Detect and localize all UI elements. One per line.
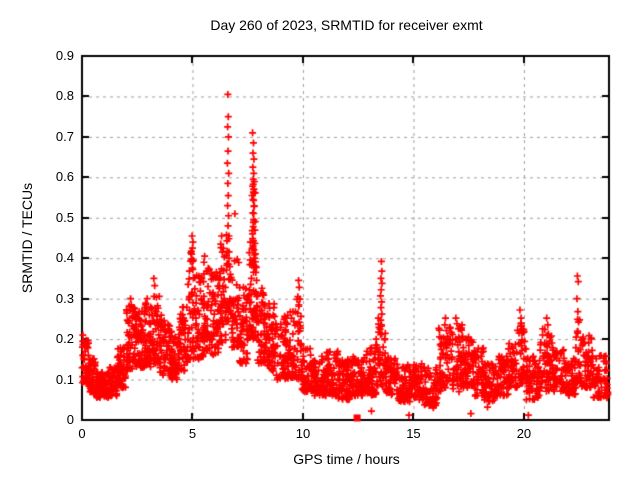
y-tick-label: 0.4 xyxy=(55,250,74,266)
y-tick-label: 0.8 xyxy=(55,88,74,104)
x-axis-label: GPS time / hours xyxy=(293,451,400,467)
y-tick-label: 0.7 xyxy=(55,128,74,144)
x-tick-label: 10 xyxy=(295,426,311,441)
x-tick-label: 15 xyxy=(406,426,421,441)
y-tick-label: 0.5 xyxy=(55,209,74,225)
y-tick-label: 0 xyxy=(66,412,74,427)
y-tick-label: 0.6 xyxy=(55,169,74,185)
y-tick-label: 0.9 xyxy=(55,48,74,63)
y-tick-label: 0.2 xyxy=(55,331,74,347)
y-axis-label: SRMTID / TECUs xyxy=(19,182,35,294)
y-tick-label: 0.1 xyxy=(55,371,74,387)
x-tick-label: 0 xyxy=(78,426,86,441)
y-tick-label: 0.3 xyxy=(55,290,74,306)
x-tick-label: 5 xyxy=(188,426,197,441)
x-tick-label: 20 xyxy=(516,426,532,441)
chart-title: Day 260 of 2023, SRMTID for receiver exm… xyxy=(210,17,483,33)
